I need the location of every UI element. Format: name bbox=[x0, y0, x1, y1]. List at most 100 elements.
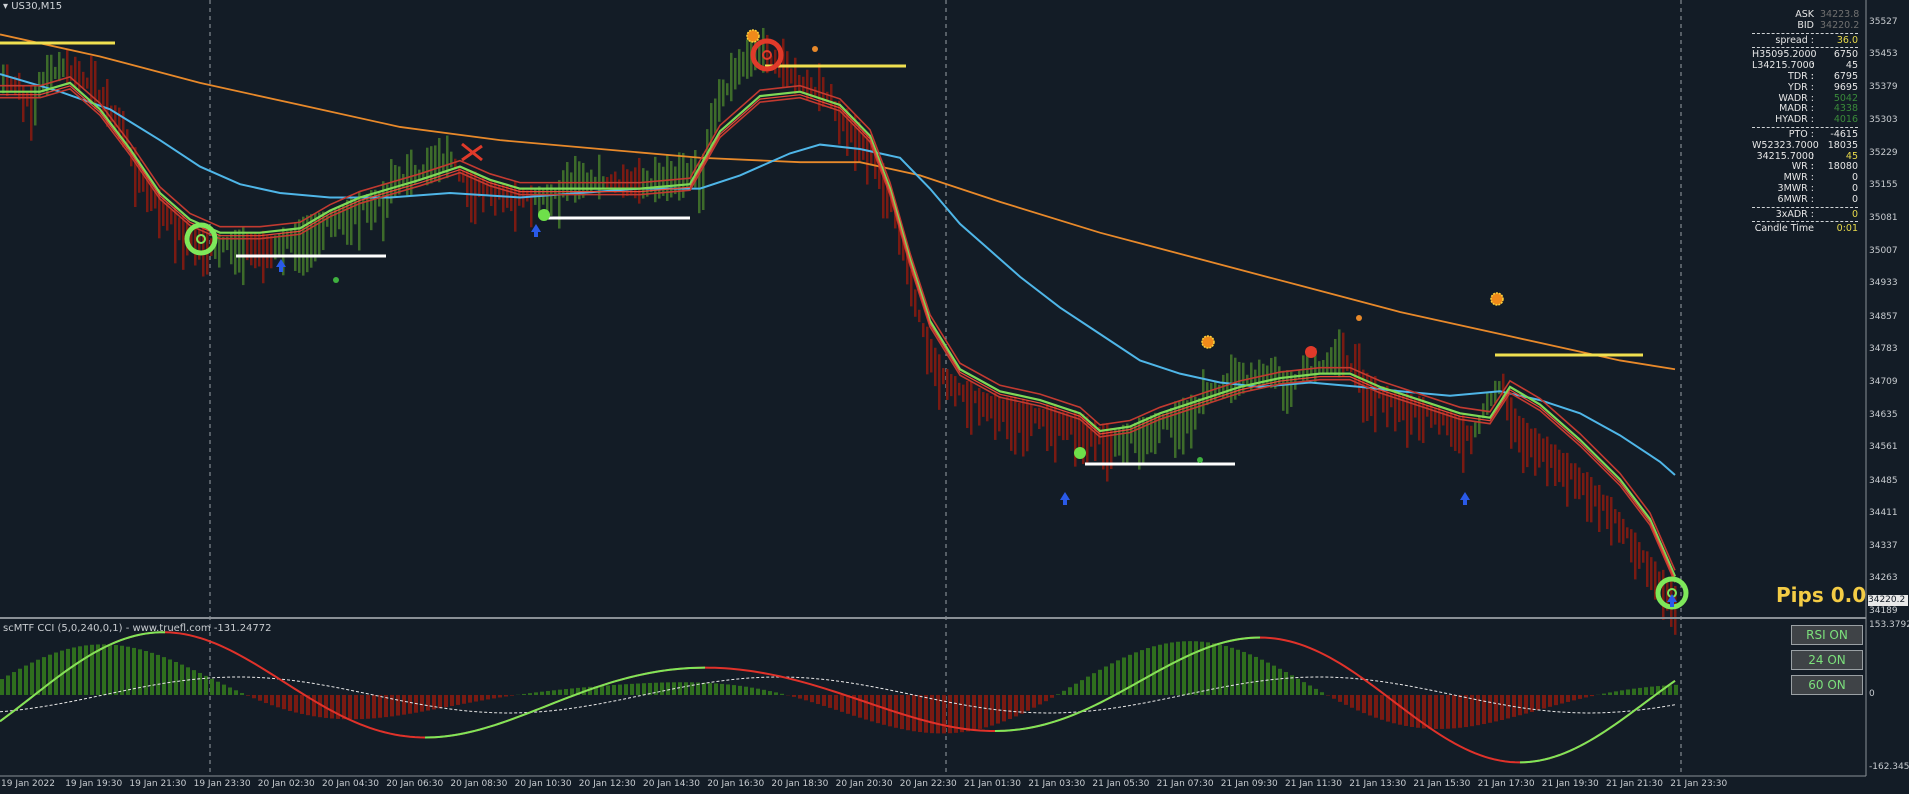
x-tick-label: 20 Jan 12:30 bbox=[578, 779, 636, 789]
candle bbox=[922, 323, 925, 338]
candle bbox=[1326, 352, 1329, 374]
rsi-toggle-button[interactable]: RSI ON bbox=[1791, 625, 1863, 645]
x-tick-label: 20 Jan 04:30 bbox=[322, 779, 379, 789]
cci-rising-segment bbox=[1154, 669, 1161, 674]
cci-rising-segment bbox=[504, 718, 511, 723]
cci-rising-segment bbox=[629, 675, 636, 679]
candle bbox=[310, 214, 313, 268]
candle bbox=[434, 145, 437, 182]
candle bbox=[1518, 415, 1521, 453]
cci-rising-segment bbox=[59, 670, 66, 677]
cci-bar bbox=[402, 694, 406, 715]
cci-bar bbox=[1200, 641, 1204, 695]
candle bbox=[286, 231, 289, 249]
candle bbox=[802, 76, 805, 94]
cci-bar bbox=[1296, 678, 1300, 695]
candle bbox=[1122, 424, 1125, 464]
candle bbox=[182, 215, 185, 270]
cci-rising-segment bbox=[1664, 683, 1671, 689]
cci-bar bbox=[1062, 690, 1066, 695]
cci-rising-segment bbox=[1094, 701, 1101, 707]
x-tick-label: 21 Jan 13:30 bbox=[1349, 779, 1407, 789]
cci-bar bbox=[1008, 694, 1012, 720]
panel-value: 45 bbox=[1845, 60, 1858, 72]
x-tick-label: 21 Jan 03:30 bbox=[1028, 779, 1086, 789]
y-tick-label: 34561 bbox=[1869, 442, 1898, 453]
cci-bar bbox=[864, 694, 868, 720]
cci-rising-segment bbox=[649, 670, 656, 674]
60-toggle-button[interactable]: 60 ON bbox=[1791, 675, 1863, 695]
candle bbox=[1330, 347, 1333, 374]
candle bbox=[1010, 395, 1013, 451]
cci-bar bbox=[732, 685, 736, 695]
cci-bar bbox=[690, 682, 694, 695]
panel-key: 3xADR : bbox=[1775, 208, 1814, 220]
candle bbox=[82, 71, 85, 88]
panel-row: HYADR : 4016 bbox=[1752, 114, 1858, 126]
candle bbox=[1426, 405, 1429, 417]
cci-bar bbox=[780, 693, 784, 695]
cci-bar bbox=[966, 694, 970, 732]
cci-bar bbox=[54, 652, 58, 695]
cci-bar bbox=[36, 659, 40, 695]
candle bbox=[1658, 571, 1661, 584]
candle bbox=[826, 91, 829, 103]
small-dot bbox=[1356, 315, 1362, 321]
candle bbox=[798, 74, 801, 91]
cci-bar bbox=[1374, 694, 1378, 718]
candle bbox=[1630, 529, 1633, 563]
cci-bar bbox=[1050, 694, 1054, 698]
24-toggle-button[interactable]: 24 ON bbox=[1791, 650, 1863, 670]
candle bbox=[666, 155, 669, 202]
candle bbox=[1526, 422, 1529, 468]
cci-bar bbox=[1578, 694, 1582, 699]
cci-rising-segment bbox=[449, 734, 456, 737]
candle bbox=[498, 185, 501, 200]
cci-bar bbox=[1134, 652, 1138, 695]
candle bbox=[354, 200, 357, 225]
cci-bar bbox=[654, 682, 658, 695]
cci-rising-segment bbox=[599, 683, 606, 687]
candle bbox=[774, 49, 777, 74]
candle bbox=[1094, 421, 1097, 461]
candle bbox=[410, 149, 413, 195]
candle bbox=[110, 105, 113, 123]
candle bbox=[102, 86, 105, 114]
panel-row: L34215.7000 : 45 bbox=[1752, 60, 1858, 81]
cci-bar bbox=[1164, 643, 1168, 695]
candle bbox=[1210, 382, 1213, 403]
candle bbox=[122, 111, 125, 148]
dropdown-icon[interactable]: ▾ bbox=[3, 1, 9, 12]
cci-bar bbox=[1410, 694, 1414, 727]
cci-bar bbox=[90, 644, 94, 695]
cci-rising-segment bbox=[94, 648, 101, 654]
cci-bar bbox=[1308, 685, 1312, 695]
cci-bar bbox=[294, 694, 298, 713]
symbol-label[interactable]: ▾ US30,M15 bbox=[3, 1, 63, 12]
candle bbox=[1502, 373, 1505, 400]
cci-rising-segment bbox=[574, 692, 581, 696]
candle bbox=[1554, 444, 1557, 486]
x-tick-label: 20 Jan 20:30 bbox=[835, 779, 893, 789]
candle bbox=[1046, 404, 1049, 452]
cci-bar bbox=[168, 659, 172, 695]
cci-bar bbox=[396, 694, 400, 716]
candle bbox=[962, 384, 965, 402]
x-tick-label: 20 Jan 02:30 bbox=[257, 779, 315, 789]
panel-separator bbox=[1752, 126, 1858, 128]
candle bbox=[850, 116, 853, 143]
cci-rising-segment bbox=[594, 685, 601, 689]
cci-bar bbox=[738, 685, 742, 695]
candle bbox=[1446, 411, 1449, 436]
y-tick-label: 34411 bbox=[1869, 508, 1898, 519]
cci-bar bbox=[906, 694, 910, 731]
cci-bar bbox=[444, 694, 448, 708]
candle bbox=[990, 396, 993, 419]
cci-rising-segment bbox=[69, 663, 76, 670]
cci-bar bbox=[1038, 694, 1042, 705]
cci-rising-segment bbox=[499, 720, 506, 725]
candle bbox=[1250, 362, 1253, 391]
candle bbox=[246, 233, 249, 261]
candle bbox=[306, 215, 309, 273]
